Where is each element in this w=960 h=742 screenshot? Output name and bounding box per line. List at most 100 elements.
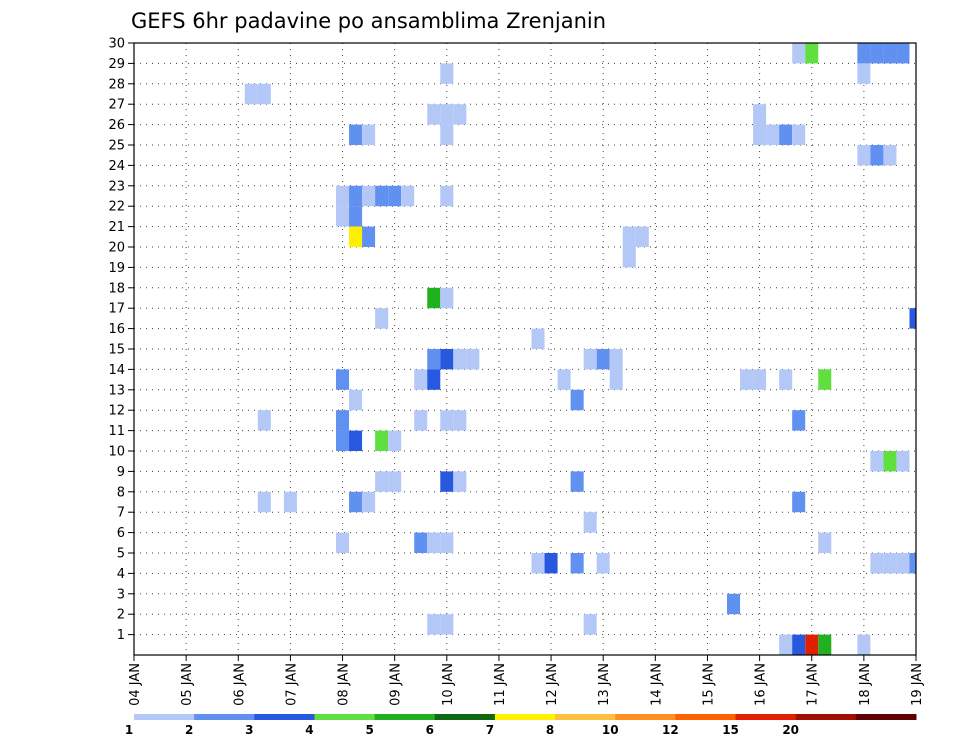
heatmap-cell bbox=[257, 410, 271, 431]
heatmap-cell bbox=[440, 410, 454, 431]
x-tick-label: 07 JAN bbox=[284, 663, 299, 706]
heatmap-cell bbox=[792, 124, 806, 145]
legend-swatch bbox=[434, 714, 496, 720]
heatmap-cell bbox=[818, 369, 832, 390]
heatmap-cell bbox=[870, 451, 884, 472]
legend-label: 4 bbox=[305, 723, 313, 737]
x-axis: 04 JAN 05 JAN 06 JAN 07 JAN 08 JAN 09 JAN 10 J… bbox=[128, 655, 925, 706]
heatmap-cell bbox=[857, 63, 871, 84]
legend-swatch bbox=[314, 714, 376, 720]
heatmap-cell bbox=[870, 553, 884, 574]
legend-swatch bbox=[254, 714, 315, 720]
heatmap-cell bbox=[349, 226, 363, 247]
heatmap-cell bbox=[766, 124, 780, 145]
heatmap-cell bbox=[896, 451, 910, 472]
heatmap-cell bbox=[388, 471, 402, 492]
heatmap-cell bbox=[375, 430, 389, 451]
y-tick-label: 24 bbox=[108, 159, 125, 174]
y-tick-label: 21 bbox=[108, 220, 125, 235]
y-tick-label: 5 bbox=[117, 547, 125, 562]
heatmap-cell bbox=[883, 43, 897, 64]
heatmap-cell bbox=[583, 512, 597, 533]
heatmap-cell bbox=[909, 553, 916, 574]
y-tick-label: 28 bbox=[108, 77, 125, 92]
heatmap-cell bbox=[570, 389, 584, 411]
legend-swatch bbox=[555, 714, 616, 720]
heatmap-cell bbox=[635, 226, 649, 247]
y-tick-label: 18 bbox=[108, 281, 125, 296]
heatmap-cell bbox=[531, 553, 545, 574]
heatmap-cell bbox=[466, 349, 480, 370]
heatmap-cell bbox=[414, 410, 428, 431]
heatmap-cell bbox=[440, 287, 454, 309]
y-tick-label: 23 bbox=[108, 179, 125, 194]
heatmap-cell bbox=[414, 532, 428, 553]
legend-label: 2 bbox=[185, 723, 193, 737]
heatmap-cell bbox=[427, 614, 441, 635]
heatmap-cell bbox=[870, 43, 884, 64]
heatmap-cell bbox=[349, 430, 363, 451]
heatmap-cell bbox=[596, 349, 610, 370]
heatmap-cell bbox=[779, 124, 793, 145]
y-tick-label: 19 bbox=[108, 261, 125, 276]
heatmap-cell bbox=[453, 410, 467, 431]
x-tick-label: 04 JAN bbox=[128, 663, 143, 706]
heatmap-cell bbox=[375, 471, 389, 492]
legend-swatch bbox=[615, 714, 676, 720]
heatmap-cell bbox=[440, 349, 454, 370]
heatmap-cells bbox=[244, 43, 916, 655]
legend-label: 6 bbox=[426, 723, 434, 737]
y-tick-label: 27 bbox=[108, 98, 125, 113]
y-tick-label: 9 bbox=[117, 465, 125, 480]
heatmap-cell bbox=[349, 124, 363, 145]
heatmap-cell bbox=[883, 553, 897, 574]
heatmap-cell bbox=[257, 491, 271, 513]
legend-label: 20 bbox=[782, 723, 799, 737]
legend-label: 3 bbox=[245, 723, 253, 737]
heatmap-cell bbox=[336, 532, 350, 553]
heatmap-cell bbox=[896, 43, 910, 64]
y-tick-label: 4 bbox=[117, 567, 125, 582]
x-tick-label: 18 JAN bbox=[858, 663, 873, 706]
heatmap-cell bbox=[570, 471, 584, 492]
heatmap-cell bbox=[244, 83, 258, 105]
heatmap-cell bbox=[427, 104, 441, 125]
heatmap-cell bbox=[440, 124, 454, 145]
x-tick-label: 11 JAN bbox=[493, 663, 508, 706]
heatmap-cell bbox=[440, 104, 454, 125]
heatmap-cell bbox=[283, 491, 297, 513]
y-tick-label: 25 bbox=[108, 139, 125, 154]
heatmap-cell bbox=[427, 369, 441, 390]
y-tick-label: 8 bbox=[117, 485, 125, 500]
heatmap-cell bbox=[336, 410, 350, 431]
heatmap-cell bbox=[336, 185, 350, 207]
y-tick-label: 11 bbox=[108, 424, 125, 439]
heatmap-cell bbox=[349, 491, 363, 513]
heatmap-cell bbox=[583, 614, 597, 635]
x-tick-label: 06 JAN bbox=[232, 663, 247, 706]
y-tick-label: 1 bbox=[117, 628, 125, 643]
heatmap-cell bbox=[909, 308, 916, 329]
heatmap-cell bbox=[779, 369, 793, 390]
heatmap-cell bbox=[596, 553, 610, 574]
heatmap-cell bbox=[440, 185, 454, 207]
heatmap-cell bbox=[453, 104, 467, 125]
heatmap-cell bbox=[440, 532, 454, 553]
x-tick-label: 16 JAN bbox=[754, 663, 769, 706]
heatmap-cell bbox=[779, 634, 793, 655]
legend-label: 7 bbox=[486, 723, 494, 737]
heatmap-cell bbox=[336, 430, 350, 451]
heatmap-cell bbox=[609, 369, 623, 390]
heatmap-cell bbox=[883, 451, 897, 472]
heatmap-cell bbox=[440, 614, 454, 635]
chart-title: GEFS 6hr padavine po ansamblima Zrenjani… bbox=[131, 9, 606, 33]
y-tick-label: 14 bbox=[108, 363, 125, 378]
x-tick-label: 19 JAN bbox=[910, 663, 925, 706]
heatmap-cell bbox=[349, 185, 363, 207]
heatmap-cell bbox=[818, 634, 832, 655]
y-tick-label: 15 bbox=[108, 343, 125, 358]
legend-swatch bbox=[675, 714, 737, 720]
y-tick-label: 29 bbox=[108, 57, 125, 72]
x-tick-label: 05 JAN bbox=[180, 663, 195, 706]
heatmap-cell bbox=[362, 124, 376, 145]
